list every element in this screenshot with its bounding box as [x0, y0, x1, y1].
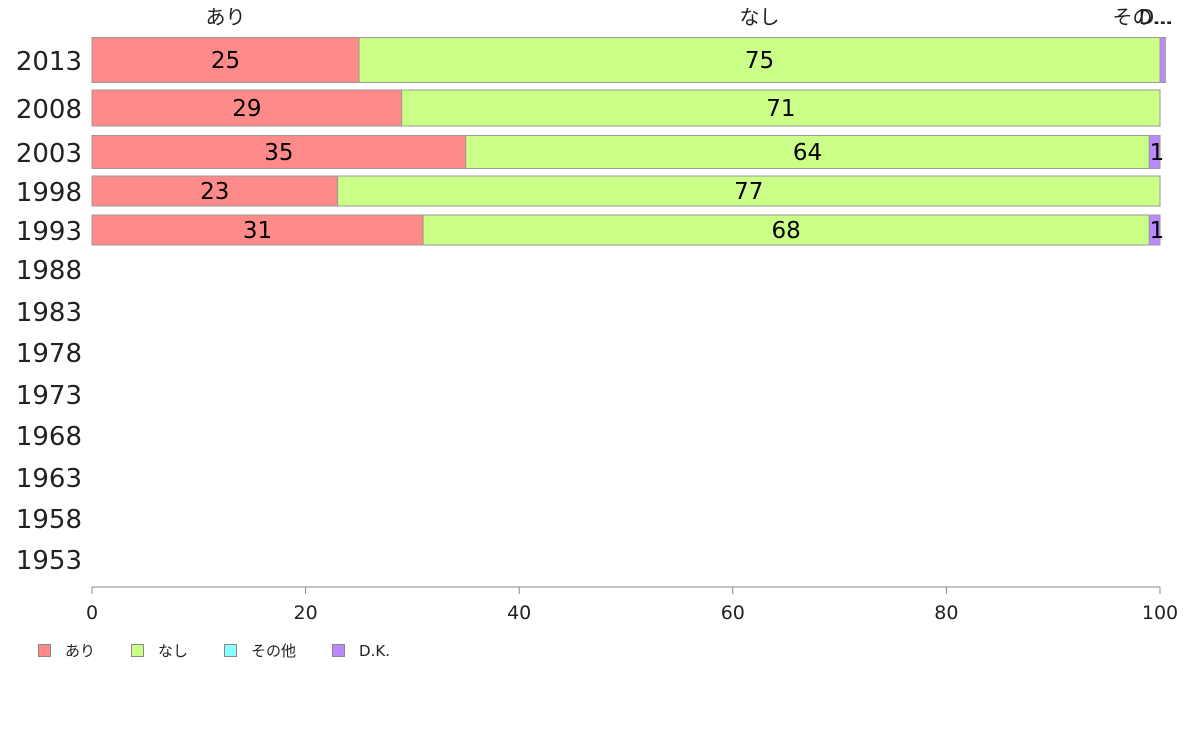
- category-label-1968: 1968: [16, 422, 82, 452]
- x-tick-label-80: 80: [934, 602, 958, 624]
- data-label-2008-1: 71: [766, 96, 795, 122]
- category-label-2008: 2008: [16, 95, 82, 125]
- data-label-1993-0: 31: [243, 218, 272, 244]
- data-label-2013-1: 75: [745, 48, 774, 74]
- data-label-2003-3: 1: [1150, 140, 1165, 166]
- data-label-1993-3: 1: [1150, 218, 1165, 244]
- x-tick-label-100: 100: [1142, 602, 1178, 624]
- legend-item-ari: あり: [38, 640, 95, 661]
- bar-1993-3: [1148, 214, 1161, 246]
- bar-2003-1: [465, 135, 1150, 169]
- data-label-1998-0: 23: [200, 179, 229, 205]
- legend-swatch-dk: [332, 644, 346, 657]
- legend-item-sonota: その他: [224, 640, 296, 661]
- legend-label-sonota: その他: [251, 642, 297, 660]
- bar-2003-0: [91, 135, 467, 169]
- bar-2008-1: [401, 89, 1161, 127]
- bar-1998-0: [91, 175, 339, 207]
- legend-item-dk: D.K.: [332, 642, 390, 660]
- category-label-1958: 1958: [16, 505, 82, 535]
- data-label-1998-1: 77: [734, 179, 763, 205]
- legend-label-ari: あり: [65, 642, 96, 660]
- stacked-bar-chart: 2013 2008 2003 1998 1993 1988 1983 1978 1973 1968…: [16, 5, 1178, 624]
- legend-label-dk: D.K.: [359, 641, 390, 660]
- legend-swatch-ari: [38, 644, 51, 657]
- legend-item-nashi: なし: [131, 640, 188, 661]
- x-tick-label-0: 0: [86, 602, 98, 624]
- data-label-1993-1: 68: [772, 218, 801, 244]
- x-tick-label-40: 40: [507, 602, 531, 624]
- category-label-1978: 1978: [16, 339, 82, 369]
- category-label-1953: 1953: [16, 546, 82, 576]
- category-label-2013: 2013: [16, 47, 82, 77]
- bar-2008-0: [91, 89, 403, 127]
- data-label-2003-0: 35: [264, 140, 293, 166]
- category-label-1973: 1973: [16, 381, 82, 411]
- bar-1993-1: [422, 214, 1150, 246]
- x-tick-label-20: 20: [294, 602, 318, 624]
- bar-2013-3: [1159, 37, 1166, 83]
- data-label-2008-0: 29: [232, 96, 261, 122]
- top-label-3: D...: [1139, 5, 1173, 29]
- legend-swatch-nashi: [131, 644, 145, 657]
- category-label-1988: 1988: [16, 256, 82, 286]
- legend: あり なし その他 D.K.: [38, 640, 426, 661]
- bar-2013-1: [358, 37, 1161, 83]
- category-label-1983: 1983: [16, 298, 82, 328]
- category-label-1993: 1993: [16, 217, 82, 247]
- top-label-2: その...: [1112, 5, 1171, 29]
- bar-2013-0: [91, 37, 360, 83]
- bar-1998-1: [337, 175, 1161, 207]
- category-label-2003: 2003: [16, 139, 82, 169]
- category-label-1998: 1998: [16, 178, 82, 208]
- x-tick-label-60: 60: [721, 602, 745, 624]
- bar-2003-3: [1148, 135, 1161, 169]
- legend-label-nashi: なし: [158, 642, 189, 660]
- data-label-2003-1: 64: [793, 140, 822, 166]
- top-label-0: あり: [206, 5, 246, 29]
- legend-swatch-sonota: [224, 644, 238, 657]
- category-label-1963: 1963: [16, 464, 82, 494]
- top-label-1: なし: [740, 5, 780, 29]
- data-label-2013-0: 25: [211, 48, 240, 74]
- bar-1993-0: [91, 214, 424, 246]
